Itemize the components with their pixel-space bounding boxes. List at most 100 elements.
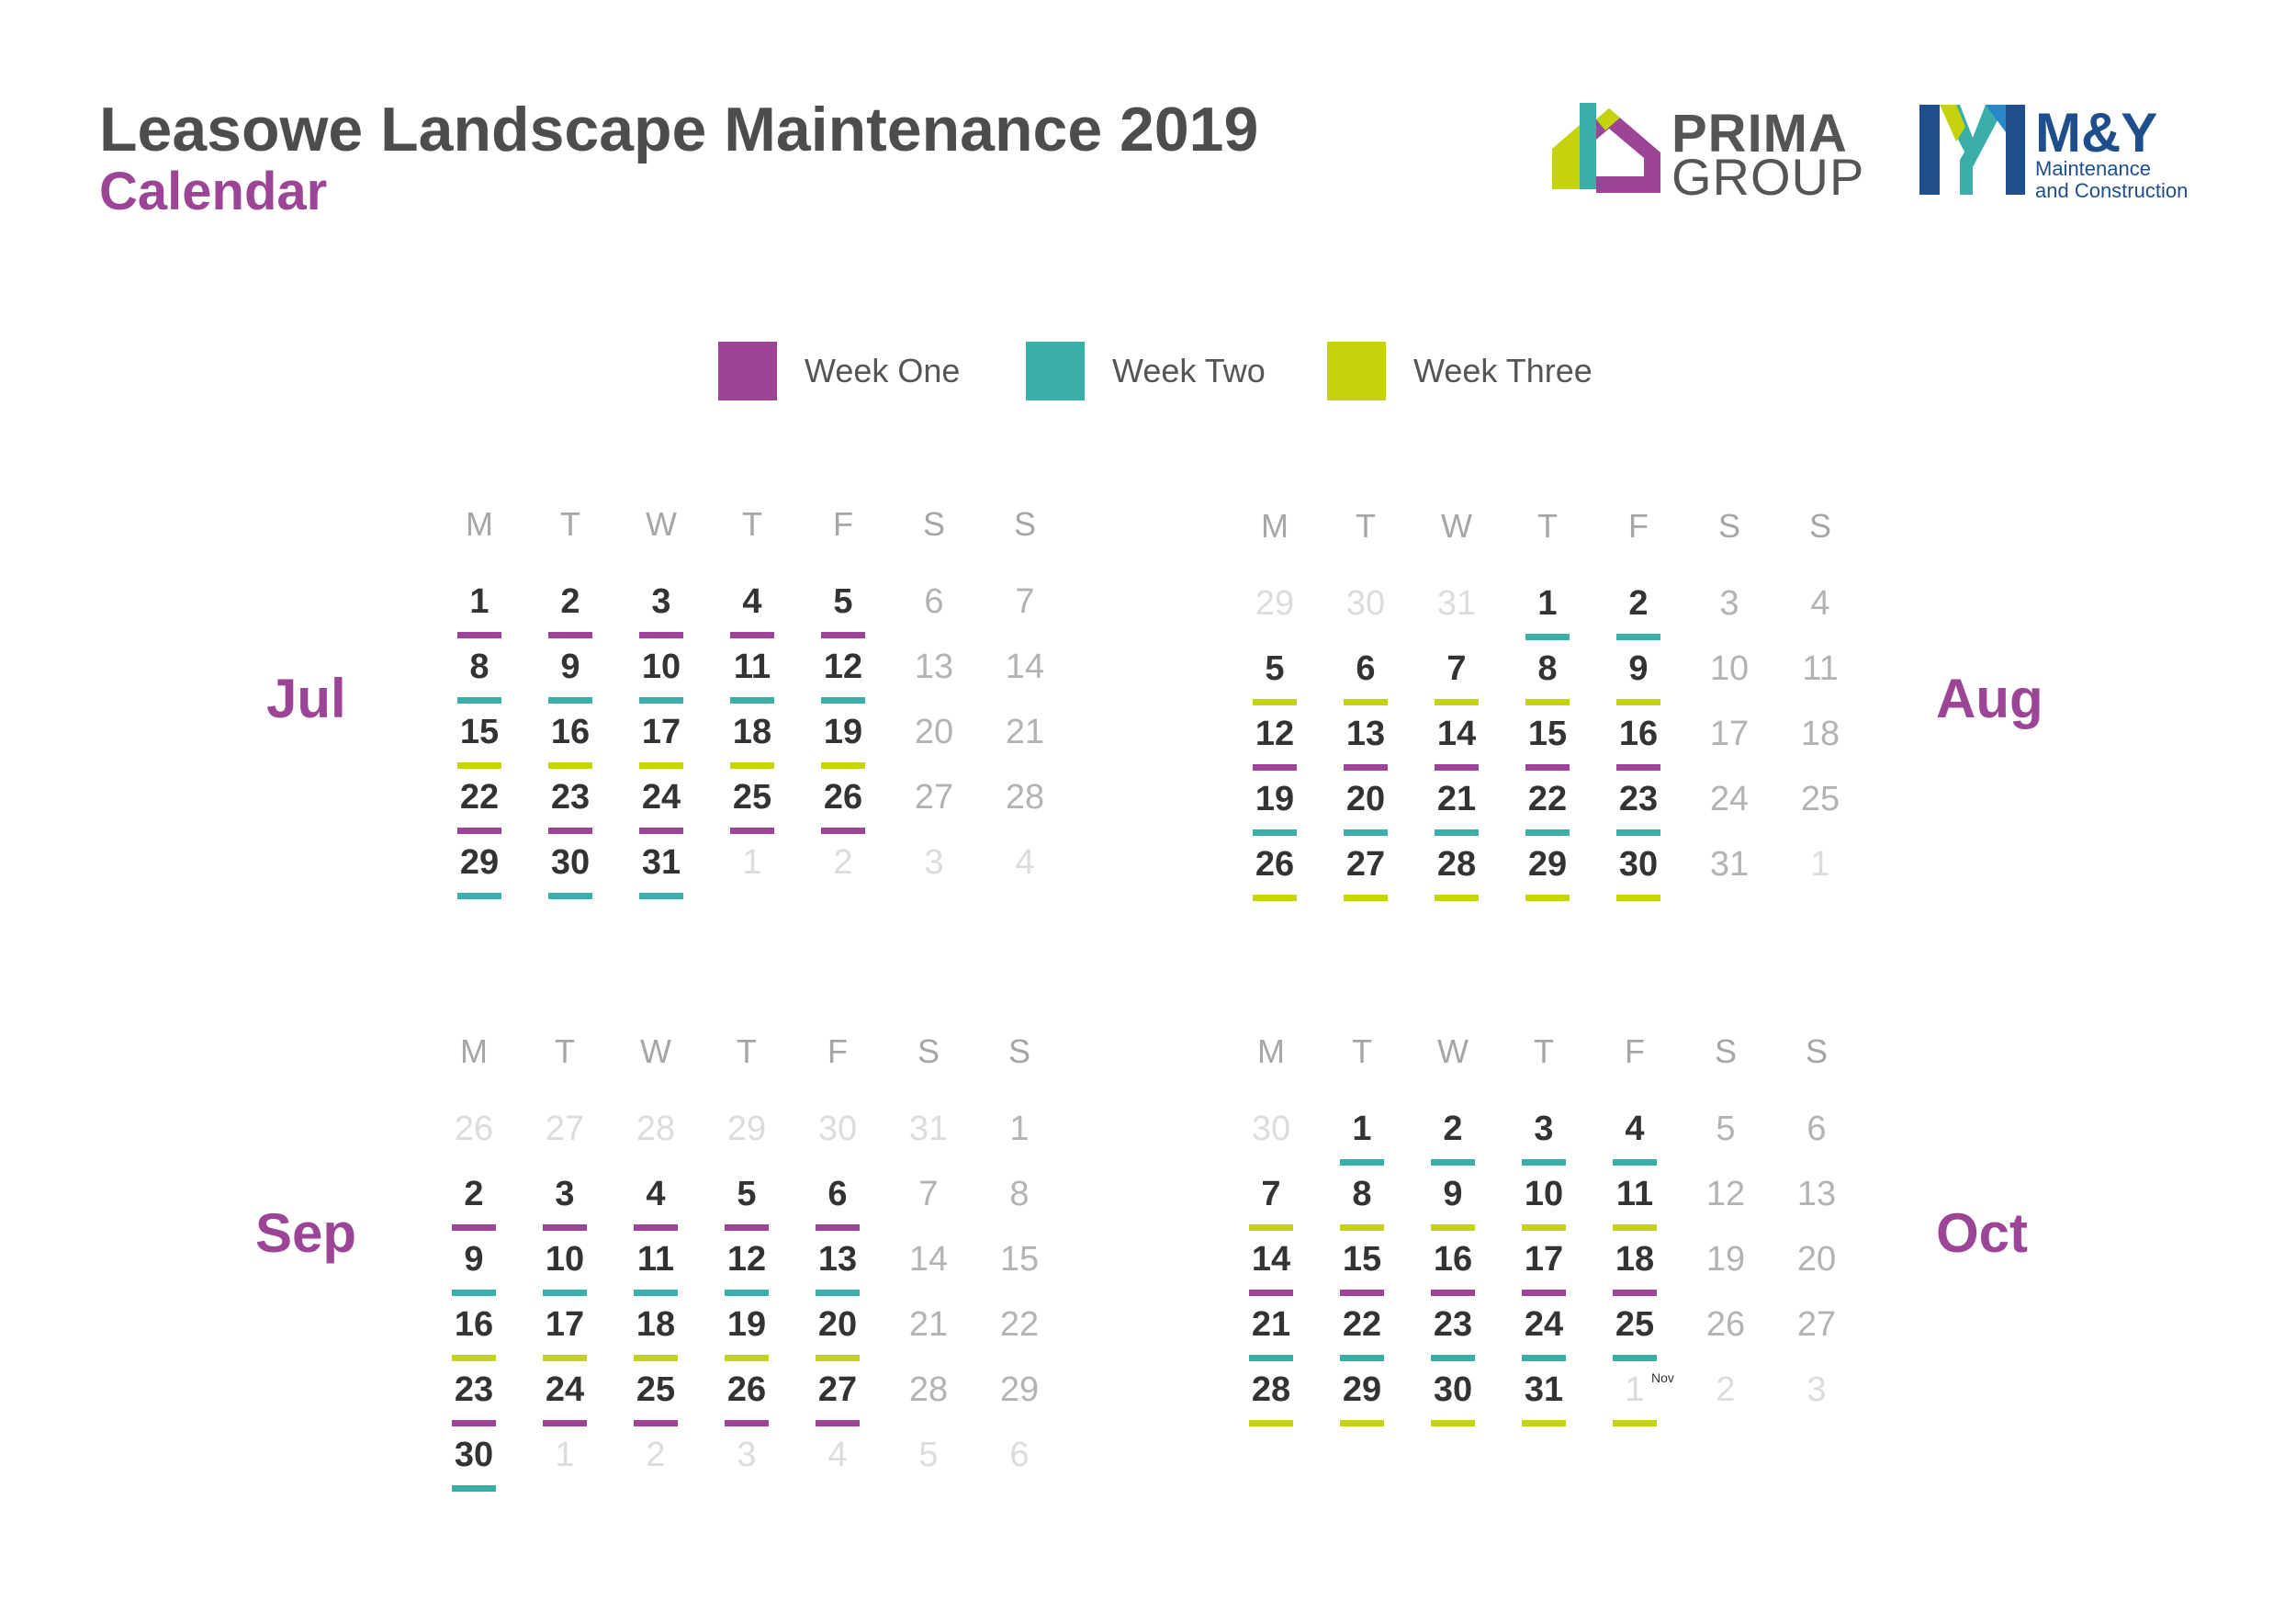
day-number: 8 [1537,649,1558,688]
day-cell-aug: 28 [1429,845,1484,901]
day-cell-oct: 15 [1334,1240,1390,1296]
week-marker-bar [1525,829,1570,836]
weekday-header: F [1628,507,1649,545]
week-marker-bar [1249,1355,1293,1361]
day-cell-aug: 8 [1520,649,1575,705]
weekday-header: S [922,505,945,543]
day-cell-oct: 18 [1607,1240,1662,1296]
day-cell-sep: 29 [719,1110,774,1149]
week-marker-bar [543,1355,587,1361]
week-marker-bar [634,1355,678,1361]
my-logo: M&Y Maintenance and Construction [1919,102,2223,206]
day-cell-oct: 13 [1789,1175,1844,1214]
week-marker-bar [1616,829,1660,836]
day-cell-jul: 4 [997,843,1052,883]
day-number: 22 [1527,780,1568,818]
day-number: 4 [1625,1110,1645,1148]
day-number: 7 [1261,1175,1281,1213]
day-cell-sep: 6 [810,1175,865,1231]
week-marker-bar [543,1420,587,1426]
day-number: 10 [1709,649,1750,688]
day-cell-oct: 1 [1334,1110,1390,1166]
day-number: 26 [1255,845,1295,884]
week-marker-bar [1249,1224,1293,1231]
day-number: 29 [1255,584,1295,623]
day-number: 14 [1005,648,1045,686]
week-marker-bar [1525,764,1570,771]
day-cell-oct: 25 [1607,1305,1662,1361]
week-marker-bar [821,828,865,834]
day-cell-aug: 30 [1611,845,1666,901]
week-marker-bar [543,1290,587,1296]
weekday-header: S [1013,505,1036,543]
day-number: 24 [1524,1305,1564,1344]
week-marker-bar [1344,699,1388,705]
legend-swatch-week-one [718,342,777,400]
week-marker-bar [730,697,774,704]
day-number: 19 [823,713,863,751]
week-marker-bar [1431,1355,1475,1361]
day-number: 29 [999,1370,1040,1409]
day-cell-sep: 10 [537,1240,592,1296]
my-m-icon [1919,105,2025,195]
day-number: 11 [733,648,771,686]
legend-week-one: Week One [718,342,960,400]
day-cell-jul: 16 [543,713,598,769]
day-cell-oct: 24 [1516,1305,1571,1361]
weekday-header: T [737,1032,757,1070]
day-cell-sep: 26 [719,1370,774,1426]
day-number: 5 [1716,1110,1736,1148]
day-cell-sep: 28 [628,1110,683,1149]
week-marker-bar [452,1224,496,1231]
day-number: 31 [908,1110,949,1148]
day-cell-oct: 30 [1244,1110,1299,1149]
my-logo-line2: Maintenance and Construction [2035,158,2188,202]
week-marker-bar [452,1355,496,1361]
day-cell-oct: 10 [1516,1175,1571,1231]
day-number: 1 [555,1436,575,1474]
week-marker-bar [1435,829,1479,836]
week-marker-bar [1613,1290,1657,1296]
legend-swatch-week-two [1026,342,1085,400]
day-number: 13 [914,648,954,686]
day-number: 15 [999,1240,1040,1279]
week-marker-bar [1340,1290,1384,1296]
day-cell-aug: 11 [1793,649,1848,689]
legend-label-week-three: Week Three [1413,352,1593,389]
weekday-header: S [1808,507,1831,545]
day-number: 30 [454,1436,494,1474]
day-number: 31 [1524,1370,1564,1409]
day-number: 30 [1433,1370,1473,1409]
day-number: 29 [726,1110,767,1148]
day-cell-jul: 30 [543,843,598,899]
day-number: 31 [641,843,681,882]
day-number: 28 [1251,1370,1291,1409]
week-marker-bar [725,1420,769,1426]
week-marker-bar [725,1355,769,1361]
day-cell-aug: 13 [1338,715,1393,771]
day-number: 7 [1446,649,1467,688]
day-number: 18 [1615,1240,1655,1279]
week-marker-bar [1249,1290,1293,1296]
day-cell-sep: 9 [446,1240,501,1296]
day-number: 17 [545,1305,585,1344]
my-logo-line2a: Maintenance [2035,157,2151,180]
day-cell-jul: 13 [906,648,962,687]
week-marker-bar [1616,634,1660,640]
day-cell-jul: 20 [906,713,962,752]
week-marker-bar [1616,764,1660,771]
week-marker-bar [1613,1355,1657,1361]
week-marker-bar [639,762,683,769]
day-number: 6 [1806,1110,1827,1148]
day-cell-jul: 7 [997,582,1052,622]
prima-group-logo: PRIMA GROUP [1552,97,1863,206]
weekday-header: W [640,1032,671,1070]
day-cell-aug: 29 [1520,845,1575,901]
day-number: 18 [1800,715,1840,753]
week-marker-bar [452,1485,496,1492]
week-marker-bar [1431,1290,1475,1296]
day-cell-aug: 29 [1247,584,1302,624]
day-number: 2 [1628,584,1649,623]
day-number: 16 [550,713,591,751]
week-marker-bar [1435,764,1479,771]
